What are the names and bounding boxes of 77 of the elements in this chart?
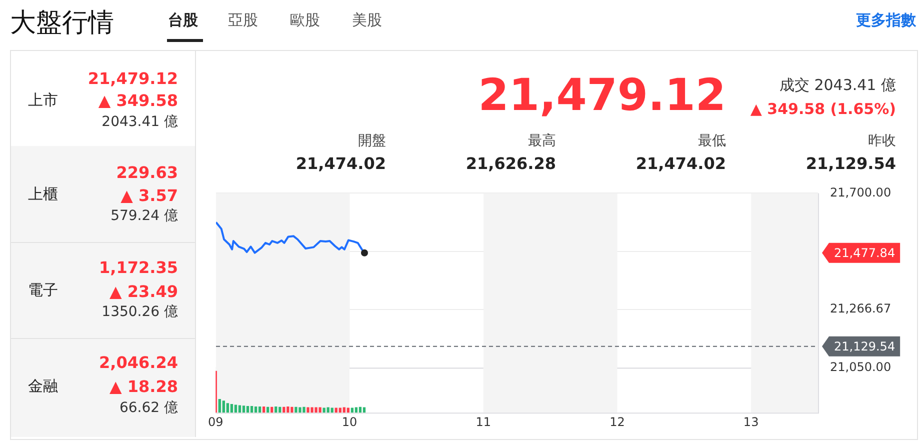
text: 大盤行情 — [10, 7, 114, 40]
bar — [278, 406, 282, 413]
text: 21,479.12 — [478, 70, 726, 121]
bar — [246, 406, 250, 413]
bar — [346, 408, 350, 413]
bar — [222, 400, 225, 413]
bar — [358, 406, 362, 413]
text: ▲ 23.49 — [110, 282, 178, 301]
y-tick-label: 21,266.67 — [830, 302, 892, 316]
bar — [286, 406, 290, 413]
bar — [230, 404, 234, 413]
bar — [282, 406, 286, 413]
x-tick-label: 09 — [208, 414, 224, 429]
bar — [238, 405, 242, 413]
x-tick-label: 13 — [743, 414, 759, 429]
text: 台股 — [168, 11, 198, 29]
bar — [294, 406, 298, 413]
x-tick-label: 11 — [476, 414, 491, 429]
text: 成交 2043.41 億 — [779, 76, 896, 94]
text: 1350.26 億 — [102, 304, 178, 320]
text: 昨收 — [868, 133, 896, 150]
bar — [302, 406, 306, 413]
text: 亞股 — [228, 11, 258, 29]
bar — [298, 407, 302, 413]
bar — [234, 404, 238, 413]
text: 2,046.24 — [99, 353, 178, 372]
bar — [306, 407, 310, 413]
bar — [262, 406, 266, 413]
text: 66.62 億 — [119, 400, 178, 416]
ref-line-label: 21,129.54 — [834, 340, 896, 354]
text: 電子 — [28, 281, 58, 299]
text: 2043.41 億 — [102, 114, 178, 130]
y-tick-label: 21,700.00 — [830, 185, 892, 200]
bar — [322, 408, 326, 413]
bar — [318, 407, 322, 413]
bar — [226, 403, 230, 413]
bar — [250, 406, 254, 413]
text: 最高 — [528, 133, 556, 150]
bar — [258, 406, 262, 413]
text: 21,479.12 — [88, 69, 178, 88]
bar — [270, 406, 274, 413]
text: 最低 — [698, 133, 726, 150]
text: 美股 — [352, 11, 382, 29]
text: 1,172.35 — [99, 258, 178, 277]
text: ▲ 18.28 — [110, 377, 178, 396]
text: 金融 — [28, 377, 58, 395]
text: 上櫃 — [28, 185, 58, 203]
bar — [326, 407, 330, 413]
text: 更多指數 — [856, 11, 916, 29]
text: 229.63 — [116, 163, 178, 182]
text: 歐股 — [290, 11, 320, 29]
text: ▲ 349.58 (1.65%) — [750, 100, 896, 118]
text: 21,626.28 — [466, 154, 556, 173]
text: 上市 — [28, 91, 58, 109]
x-tick-label: 10 — [342, 414, 358, 429]
bar — [338, 408, 342, 413]
bar — [350, 408, 354, 413]
bar — [330, 408, 334, 413]
text: 21,129.54 — [806, 154, 896, 173]
bar — [274, 406, 278, 413]
text: 579.24 億 — [110, 208, 178, 224]
text: ▲ 349.58 — [98, 91, 178, 110]
y-tick-label: 21,050.00 — [830, 360, 892, 374]
bar — [254, 406, 258, 413]
text: 21,474.02 — [296, 154, 386, 173]
text: 21,474.02 — [636, 154, 726, 173]
text: 開盤 — [358, 133, 386, 150]
bar — [314, 407, 318, 413]
bar — [218, 399, 221, 413]
bar — [290, 406, 294, 413]
x-tick-label: 12 — [610, 414, 625, 429]
bar — [310, 407, 314, 413]
text: ▲ 3.57 — [120, 186, 178, 205]
bar — [266, 406, 270, 413]
bar — [242, 406, 246, 413]
bar — [334, 408, 338, 413]
text: 21,477.84 — [834, 246, 896, 260]
